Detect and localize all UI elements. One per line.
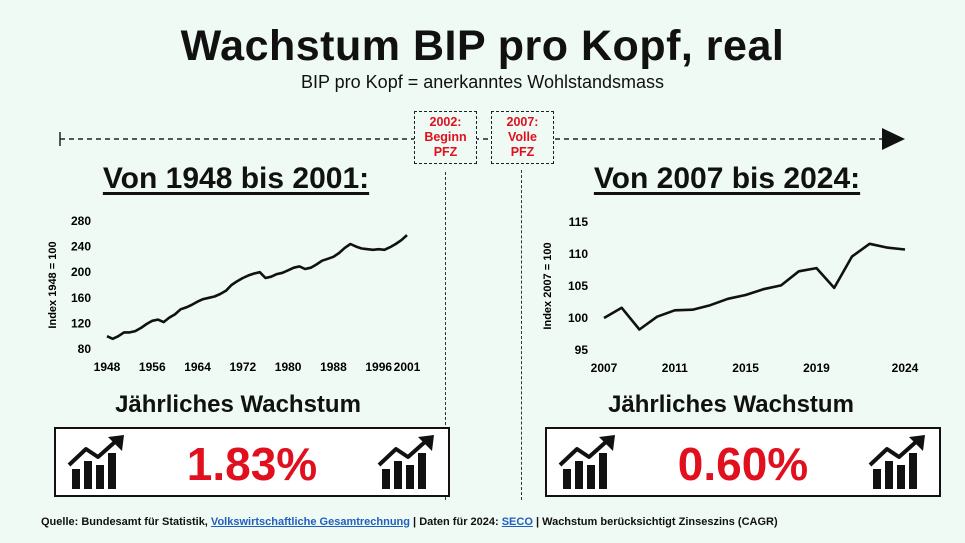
y-tick-label: 105 [568,279,588,293]
x-tick-label: 1980 [275,360,302,374]
y-tick-label: 110 [569,247,589,261]
x-tick-label: 2001 [394,360,421,374]
y-tick-label: 95 [575,343,589,357]
icon-bar [72,469,80,489]
milestone-year: 2007: [506,115,539,129]
y-tick-label: 120 [71,316,91,330]
source-prefix: Quelle: Bundesamt für Statistik, [41,516,211,528]
right-heading: Von 2007 bis 2024: [593,162,861,195]
series-line [603,242,906,331]
left-heading: Von 1948 bis 2001: [102,162,370,195]
milestone-2002: 2002: Beginn PFZ [414,111,477,164]
y-tick-label: 80 [78,342,92,356]
x-tick-label: 2024 [892,361,919,375]
icon-bar [418,453,426,489]
icon-bar [885,461,893,489]
chart-left: 80 120 160 200 240 280 1948 1956 1964 1972 1980 198… [47,214,421,374]
icon-bar [108,453,116,489]
milestone-line-2007 [521,170,522,500]
y-axis-label: Index 1948 = 100 [47,241,59,328]
icon-bar [563,469,571,489]
icon-bar [394,461,402,489]
x-tick-label: 1988 [320,360,347,374]
right-growth-label: Jährliches Wachstum [608,391,854,418]
source-suffix: | Wachstum berücksichtigt Zinseszins (CA… [532,516,778,528]
y-tick-label: 200 [71,265,91,279]
x-tick-label: 2015 [732,361,759,375]
x-tick-label: 1964 [184,360,211,374]
icon-bar [84,461,92,489]
icon-trend [377,439,428,467]
left-growth-value: 1.83% [186,438,318,490]
milestone-text: Volle [508,130,537,144]
icon-bar [96,465,104,489]
icon-bar [873,469,881,489]
x-tick-label: 2019 [803,361,830,375]
right-growth-box: 0.60% [545,427,941,497]
source-note: Quelle: Bundesamt für Statistik, Volkswi… [41,516,778,528]
icon-bar [909,453,917,489]
x-tick-label: 1972 [229,360,256,374]
icon-bar [406,465,414,489]
growth-chart-icon [868,435,925,489]
source-middle: | Daten für 2024: [410,516,502,528]
left-growth-box: 1.83% [54,427,450,497]
icon-bar [599,453,607,489]
x-tick-label: 1956 [139,360,166,374]
milestone-line-2002 [445,172,446,500]
chart-right: 95 100 105 110 115 2007 2011 2015 2019 2024 Index … [542,215,919,375]
milestone-2007: 2007: Volle PFZ [491,111,554,164]
milestone-text: Beginn [424,130,467,144]
x-tick-label: 2011 [662,361,688,375]
source-link-vgr[interactable]: Volkswirtschaftliche Gesamtrechnung [210,516,410,528]
y-tick-label: 100 [568,311,588,325]
milestone-text: PFZ [510,145,535,159]
icon-arrowhead [108,435,124,451]
growth-chart-icon [67,435,124,489]
icon-bar [382,469,390,489]
right-growth-value: 0.60% [677,438,809,490]
icon-bar [587,465,595,489]
y-axis-label: Index 2007 = 100 [542,242,554,329]
x-tick-label: 1996 [365,360,392,374]
growth-chart-icon [377,435,434,489]
milestone-text: PFZ [433,145,458,159]
milestone-year: 2002: [429,115,462,129]
series-line [106,234,408,341]
icon-arrowhead [599,435,615,451]
x-tick-label: 1948 [94,360,121,374]
page-subtitle: BIP pro Kopf = anerkanntes Wohlstandsmas… [300,72,665,92]
icon-trend [868,439,919,467]
left-growth-label: Jährliches Wachstum [115,391,361,418]
icon-trend [558,439,609,467]
page-title: Wachstum BIP pro Kopf, real [180,22,785,70]
y-tick-label: 240 [71,240,91,254]
icon-trend [67,439,118,467]
source-link-seco[interactable]: SECO [501,516,533,528]
icon-arrowhead [909,435,925,451]
y-tick-label: 115 [569,215,589,229]
icon-bar [575,461,583,489]
icon-arrowhead [418,435,434,451]
growth-chart-icon [558,435,615,489]
icon-bar [897,465,905,489]
y-tick-label: 280 [71,214,91,228]
x-tick-label: 2007 [591,361,618,375]
y-tick-label: 160 [71,291,91,305]
